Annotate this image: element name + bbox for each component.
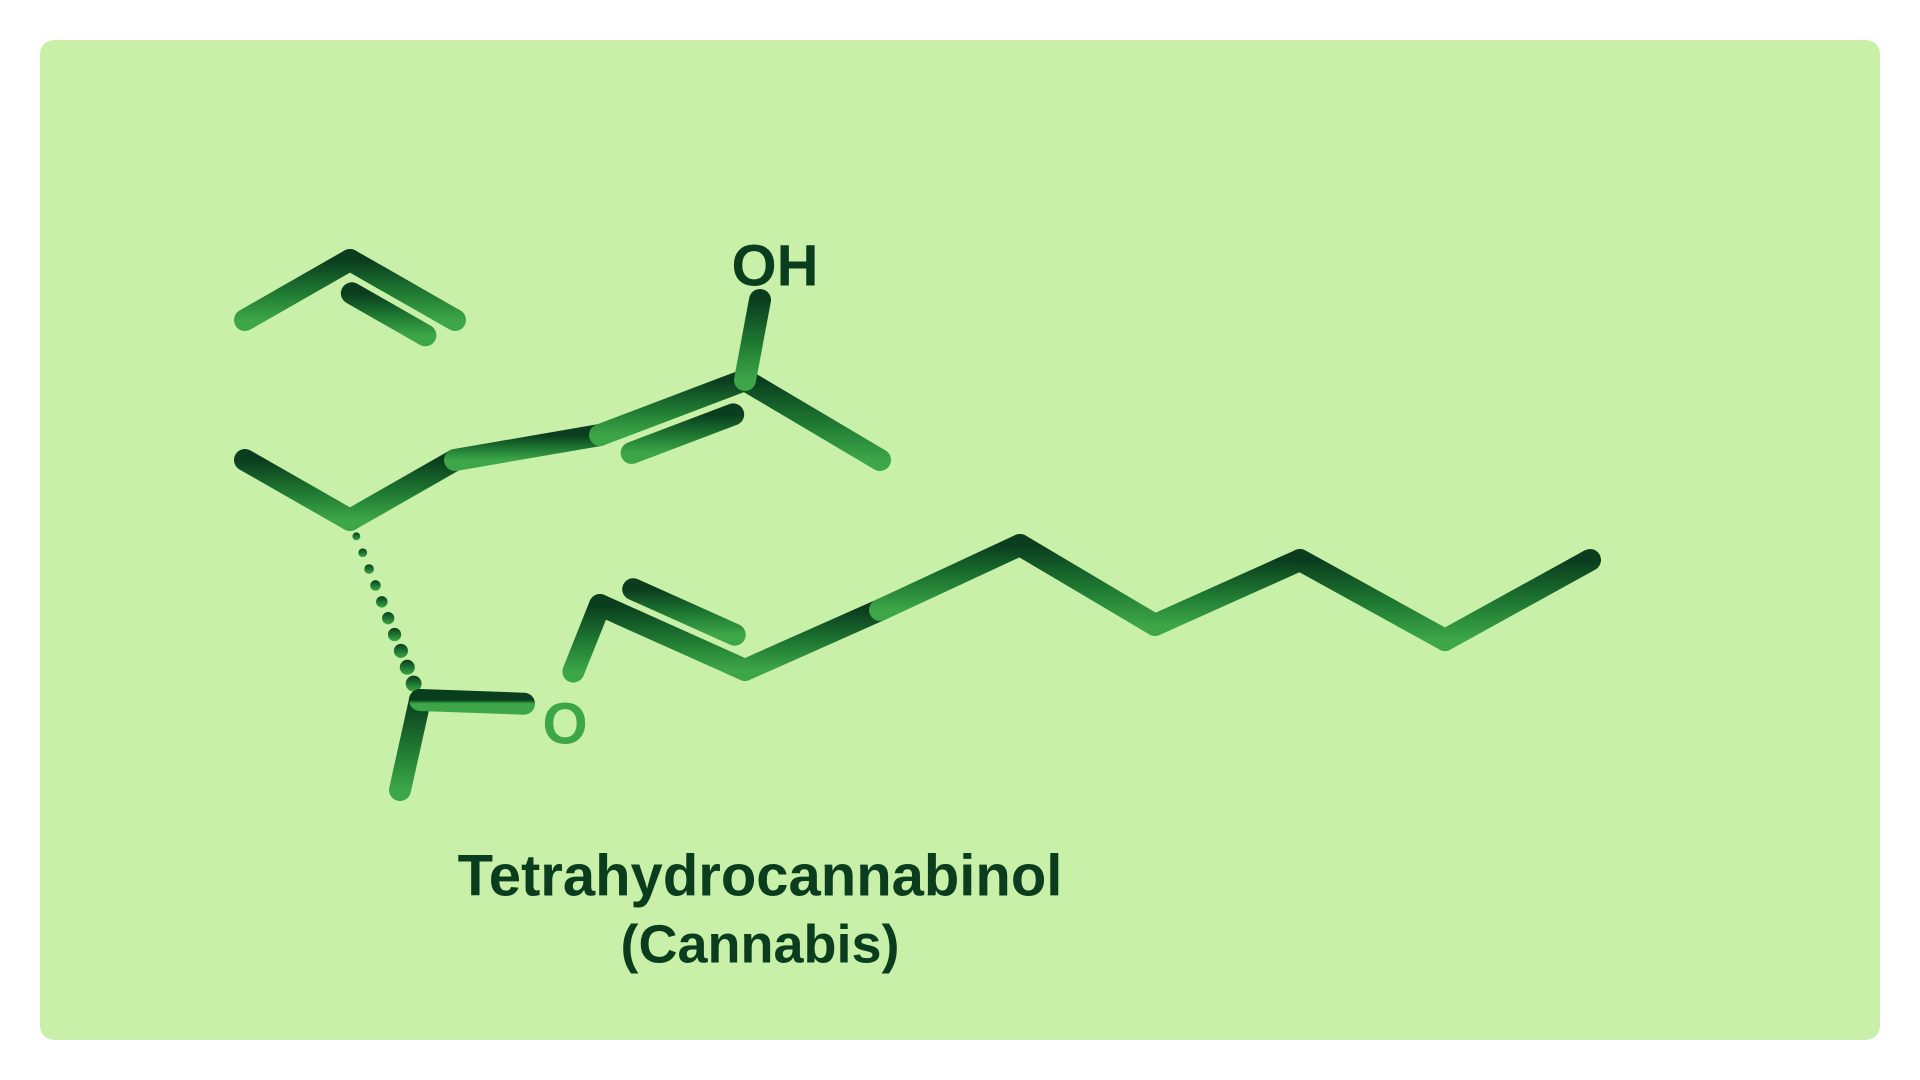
molecule-svg: OH O Tetrahydrocannabinol(Cannabis) [0,0,1920,1080]
atom-label-oh: OH [732,233,819,298]
atom-label-o: O [542,691,587,756]
diagram-stage: OH O Tetrahydrocannabinol(Cannabis) [0,0,1920,1080]
compound-subname: (Cannabis) [620,914,899,974]
compound-name: Tetrahydrocannabinol [458,843,1063,908]
